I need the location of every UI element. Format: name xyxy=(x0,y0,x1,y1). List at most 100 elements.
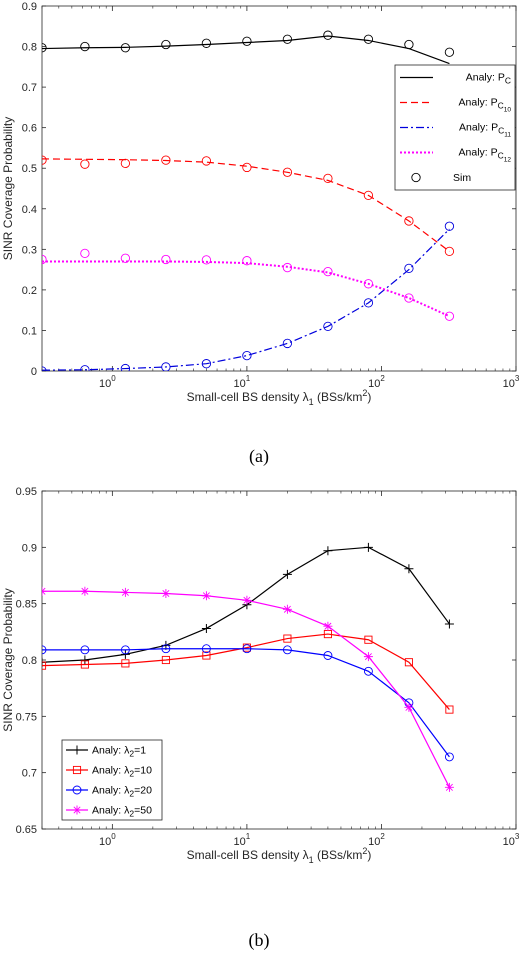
series-line-2 xyxy=(42,228,450,371)
data-point-1-8 xyxy=(364,635,373,644)
y-tick-label: 0.8 xyxy=(22,655,37,667)
data-point-3-5 xyxy=(242,595,252,605)
series-line-3 xyxy=(42,260,450,318)
data-point-2-5 xyxy=(242,644,252,654)
x-tick-label: 103 xyxy=(503,832,520,848)
x-tick-label: 100 xyxy=(99,832,116,848)
data-point-2-4 xyxy=(201,644,211,654)
sim-point-0-1 xyxy=(80,41,90,52)
sim-point-2-8 xyxy=(363,298,374,308)
sim-point-1-5 xyxy=(242,162,252,173)
sim-point-0-7 xyxy=(323,30,333,40)
y-tick-label: 0.3 xyxy=(22,244,37,256)
data-point-1-6 xyxy=(283,634,292,643)
sim-point-3-7 xyxy=(323,266,333,277)
chart-panel-a: 0 0.1 0.2 0.3 0.4 0.5 0.6 0.7 0.8 0.9 100 101 102 103… xyxy=(1,1,520,467)
data-point-0-7 xyxy=(323,546,333,556)
y-tick-label: 0.2 xyxy=(22,285,37,297)
legend-sim-marker xyxy=(411,172,421,183)
sim-point-2-7 xyxy=(323,321,333,332)
data-point-3-7 xyxy=(323,621,333,631)
sim-point-2-4 xyxy=(201,359,212,369)
sim-point-3-10 xyxy=(444,311,455,321)
data-point-3-4 xyxy=(201,591,211,601)
data-point-2-2 xyxy=(120,645,130,655)
data-point-3-1 xyxy=(80,586,90,596)
data-point-2-6 xyxy=(282,645,292,655)
data-point-1-4 xyxy=(202,651,211,660)
data-point-3-10 xyxy=(444,782,454,792)
legend-label-sim: Sim xyxy=(453,172,471,184)
y-tick-label: 0.95 xyxy=(16,486,37,498)
sim-point-1-7 xyxy=(323,173,333,184)
y-tick-label: 0.7 xyxy=(22,768,37,780)
sim-point-0-5 xyxy=(242,36,252,46)
plot-series-group xyxy=(42,30,455,371)
sim-point-1-8 xyxy=(363,190,374,201)
sim-point-3-5 xyxy=(242,256,252,266)
y-axis-label: SINR Coverage Probability xyxy=(1,117,15,260)
panel-caption: (b) xyxy=(249,930,270,951)
sim-point-1-9 xyxy=(404,216,414,226)
data-point-2-10 xyxy=(444,752,454,762)
legend-marker-3 xyxy=(72,805,82,815)
sim-point-0-8 xyxy=(363,34,374,44)
legend-marker-1 xyxy=(72,765,82,775)
sim-point-1-0 xyxy=(42,155,47,165)
data-point-3-2 xyxy=(120,587,130,597)
legend-label-2: Analy: PC11 xyxy=(459,122,511,139)
data-point-0-10 xyxy=(444,619,454,629)
legend-box xyxy=(61,739,163,821)
y-tick-label: 0.85 xyxy=(16,599,37,611)
y-tick-label: 0.9 xyxy=(22,1,37,13)
sim-point-0-10 xyxy=(444,47,455,57)
data-point-0-8 xyxy=(363,542,373,552)
y-axis-label: SINR Coverage Probability xyxy=(1,588,15,731)
sim-point-0-9 xyxy=(404,39,414,50)
legend-label-3: Analy: PC12 xyxy=(459,147,512,164)
sim-point-3-1 xyxy=(80,248,90,259)
y-tick-label: 0.5 xyxy=(22,163,37,175)
data-point-2-3 xyxy=(161,644,171,654)
sim-point-1-10 xyxy=(444,246,455,257)
y-tick-label: 0.8 xyxy=(22,42,37,54)
data-point-0-9 xyxy=(404,564,414,574)
sim-point-3-3 xyxy=(161,254,171,265)
sim-point-3-6 xyxy=(282,262,293,273)
data-point-2-8 xyxy=(363,666,373,676)
x-axis-label: Small-cell BS density λ1 (BSs/km2) xyxy=(187,388,372,407)
sim-point-2-6 xyxy=(282,338,293,349)
y-tick-label: 0.1 xyxy=(22,325,37,337)
sim-point-2-1 xyxy=(80,365,90,371)
sim-point-2-0 xyxy=(42,366,47,371)
sim-point-0-2 xyxy=(120,43,131,53)
series-line-2 xyxy=(42,648,450,758)
sim-point-1-3 xyxy=(161,155,171,165)
y-tick-label: 0.65 xyxy=(16,824,37,836)
data-point-3-3 xyxy=(161,589,171,599)
data-point-3-6 xyxy=(282,604,292,614)
sim-point-0-6 xyxy=(282,34,293,44)
data-point-1-1 xyxy=(80,660,89,669)
legend-label-2: Analy: λ2=20 xyxy=(92,785,152,799)
sim-point-1-2 xyxy=(120,158,131,169)
legend-label-3: Analy: λ2=50 xyxy=(92,805,152,819)
data-point-0-4 xyxy=(201,623,211,633)
legend-label-1: Analy: λ2=10 xyxy=(92,765,152,779)
sim-point-3-4 xyxy=(201,255,212,265)
legend: Analy: PC Analy: PC10 Analy: PC11 Analy: PC… xyxy=(394,64,516,191)
sim-point-3-9 xyxy=(404,293,414,303)
y-tick-label: 0.75 xyxy=(16,711,37,723)
sim-point-2-5 xyxy=(242,350,252,361)
sim-point-1-4 xyxy=(201,156,212,166)
data-point-1-3 xyxy=(161,655,170,665)
data-point-2-7 xyxy=(323,651,333,660)
data-point-1-9 xyxy=(404,658,413,667)
legend-label-0: Analy: λ2=1 xyxy=(92,745,146,759)
sim-point-2-10 xyxy=(444,221,455,231)
sim-point-2-2 xyxy=(120,363,131,371)
legend-marker-2 xyxy=(72,785,82,795)
data-point-3-8 xyxy=(363,652,373,662)
sim-point-2-9 xyxy=(404,263,414,274)
